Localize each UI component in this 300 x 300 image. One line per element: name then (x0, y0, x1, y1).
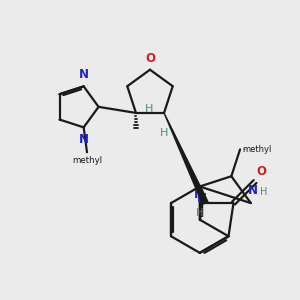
Text: H: H (160, 128, 168, 138)
Text: N: N (194, 188, 204, 201)
Text: O: O (257, 165, 267, 178)
Text: methyl: methyl (72, 156, 102, 165)
Text: methyl: methyl (242, 145, 272, 154)
Text: H: H (260, 187, 267, 197)
Text: methyl: methyl (243, 149, 248, 150)
Text: N: N (248, 184, 257, 197)
Text: H: H (144, 104, 153, 114)
Polygon shape (164, 113, 208, 204)
Text: N: N (196, 193, 206, 206)
Text: N: N (79, 133, 89, 146)
Text: N: N (79, 68, 89, 81)
Text: H: H (196, 208, 204, 218)
Text: O: O (145, 52, 155, 65)
